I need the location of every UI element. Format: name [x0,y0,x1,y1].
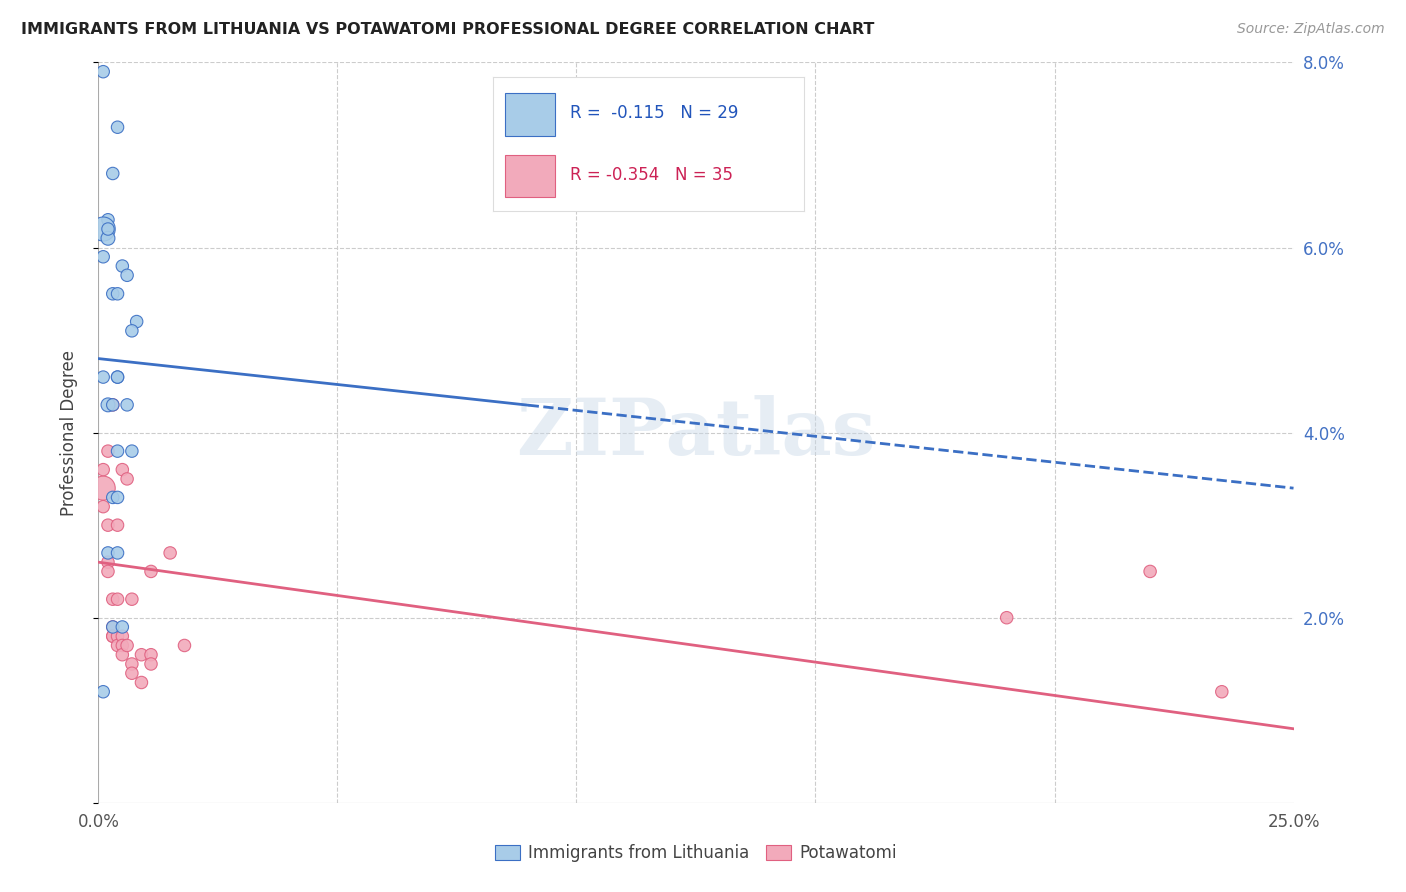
Point [91,370,114,384]
Point [107,491,129,505]
Point [107,546,129,560]
Point [121,444,143,458]
Point [97,444,120,458]
Point [97,231,120,245]
Point [101,629,124,643]
Point [995,610,1018,624]
Point [91,222,114,236]
Point [101,491,124,505]
Point [115,398,138,412]
Point [139,565,162,579]
Point [107,629,129,643]
Point [139,657,162,671]
Point [107,639,129,653]
Point [115,472,138,486]
Point [97,565,120,579]
Point [101,286,124,301]
Point [101,629,124,643]
Point [111,462,134,476]
Point [97,555,120,569]
Point [91,64,114,78]
Text: Source: ZipAtlas.com: Source: ZipAtlas.com [1237,22,1385,37]
Point [107,120,129,135]
Point [121,657,143,671]
Point [101,592,124,607]
Point [91,481,114,495]
Point [107,518,129,533]
Point [159,546,181,560]
Point [139,648,162,662]
Point [121,666,143,681]
Point [91,462,114,476]
Point [97,518,120,533]
Point [91,500,114,514]
Y-axis label: Professional Degree: Professional Degree [59,350,77,516]
Point [125,314,148,328]
Point [173,639,195,653]
Point [1211,685,1233,699]
Point [101,398,124,412]
Point [91,250,114,264]
Point [111,259,134,273]
Point [115,268,138,283]
Point [91,685,114,699]
Point [97,398,120,412]
Point [101,398,124,412]
Point [121,324,143,338]
Point [111,620,134,634]
Point [111,648,134,662]
Point [97,212,120,227]
Point [115,639,138,653]
Point [101,620,124,634]
Point [111,639,134,653]
Legend: Immigrants from Lithuania, Potawatomi: Immigrants from Lithuania, Potawatomi [488,838,904,869]
Point [131,675,153,690]
Point [97,222,120,236]
Point [107,286,129,301]
Point [107,592,129,607]
Point [107,370,129,384]
Point [101,620,124,634]
Point [1139,565,1161,579]
Text: ZIPatlas: ZIPatlas [516,394,876,471]
Point [107,370,129,384]
Point [107,444,129,458]
Point [101,166,124,180]
Point [111,629,134,643]
Point [131,648,153,662]
Point [121,592,143,607]
Point [97,546,120,560]
Text: IMMIGRANTS FROM LITHUANIA VS POTAWATOMI PROFESSIONAL DEGREE CORRELATION CHART: IMMIGRANTS FROM LITHUANIA VS POTAWATOMI … [21,22,875,37]
